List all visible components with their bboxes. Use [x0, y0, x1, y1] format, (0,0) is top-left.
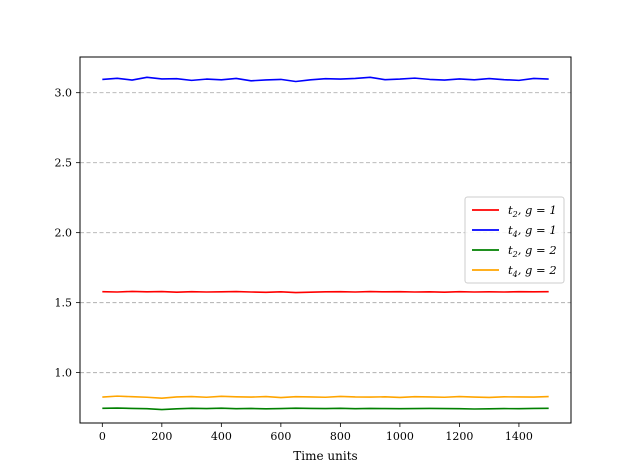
- x-tick-label: 200: [151, 430, 172, 443]
- x-tick-label: 600: [270, 430, 291, 443]
- x-tick-label: 1400: [505, 430, 533, 443]
- series-line-4: [102, 395, 549, 400]
- x-tick-label: 800: [330, 430, 351, 443]
- y-axis: 1.0 1.5 2.0 2.5 3.0: [55, 87, 80, 380]
- legend-label: t2, g = 2: [508, 243, 557, 259]
- x-axis: 0 200 400 600 800 1000 1200 1400: [99, 423, 533, 443]
- y-tick-label: 1.5: [55, 297, 73, 310]
- series-line-1: [102, 290, 549, 294]
- y-tick-label: 2.0: [55, 227, 73, 240]
- legend-label: t4, g = 1: [508, 223, 557, 239]
- series-line-2: [102, 76, 549, 83]
- x-tick-label: 1200: [445, 430, 473, 443]
- y-tick-label: 3.0: [55, 87, 73, 100]
- x-tick-label: 400: [211, 430, 232, 443]
- y-tick-label: 2.5: [55, 157, 73, 170]
- x-tick-label: 1000: [386, 430, 414, 443]
- legend: t2, g = 1 t4, g = 1 t2, g = 2 t4, g = 2: [464, 196, 565, 284]
- plot-frame: [79, 56, 572, 424]
- x-axis-label: Time units: [293, 449, 357, 463]
- legend-frame: [464, 196, 565, 284]
- series-line-3: [102, 407, 549, 411]
- legend-label: t4, g = 2: [508, 263, 557, 279]
- grid-lines: [80, 92, 571, 374]
- y-tick-label: 1.0: [55, 367, 73, 380]
- series-lines: [102, 76, 549, 411]
- legend-label: t2, g = 1: [508, 203, 557, 219]
- x-tick-label: 0: [99, 430, 106, 443]
